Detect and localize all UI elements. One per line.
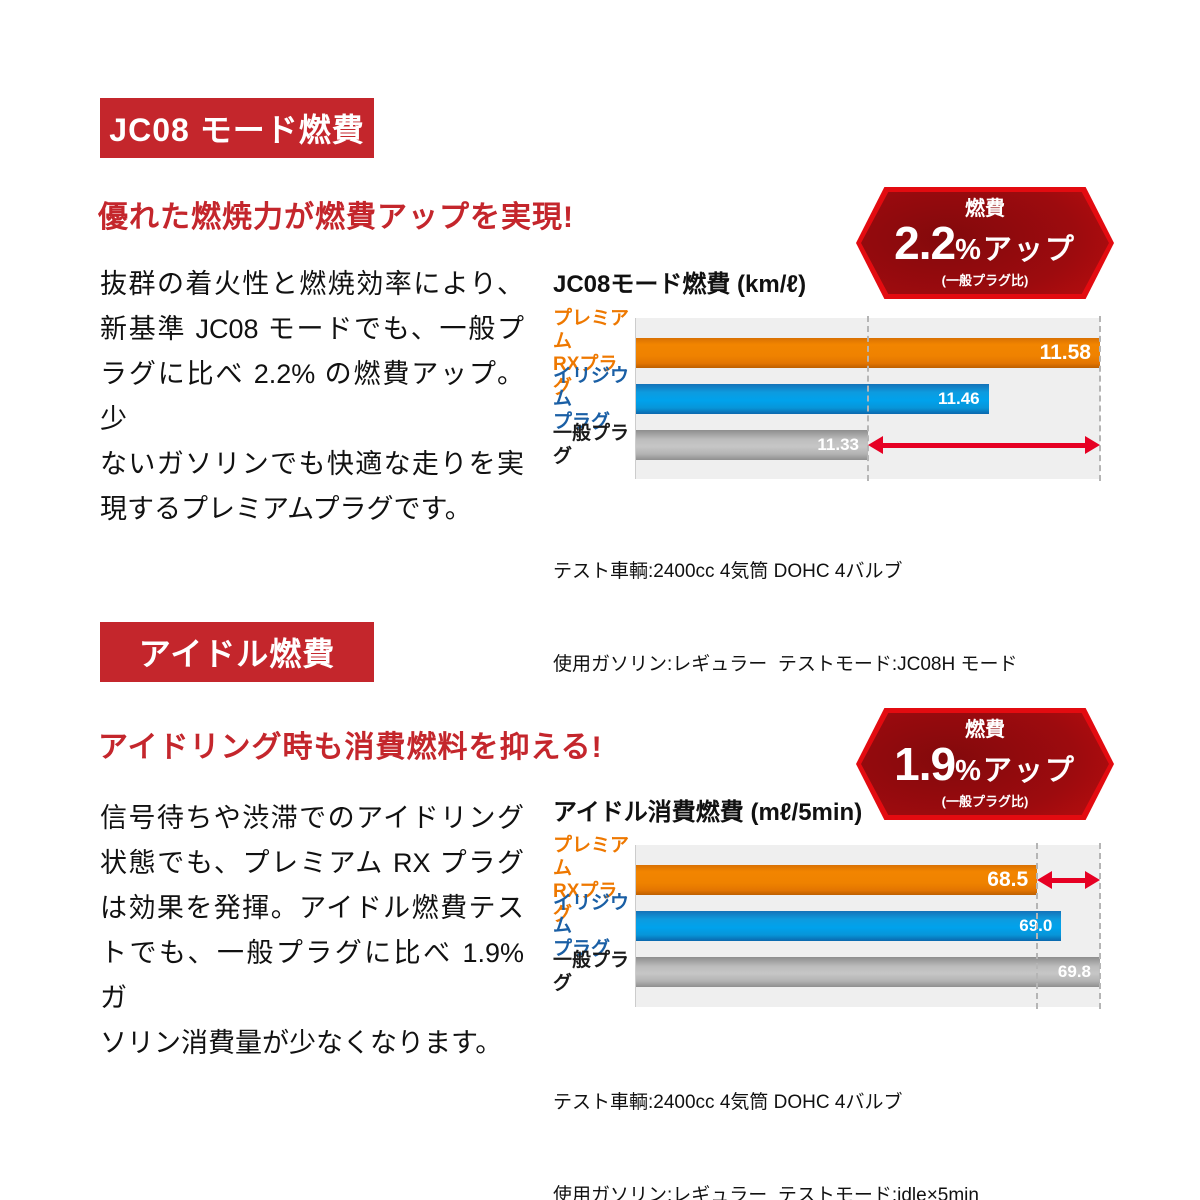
- badge-suffix: %アップ: [955, 233, 1076, 266]
- body-paragraph-jc08: 抜群の着火性と燃焼効率により、 新基準 JC08 モードでも、一般プ ラグに比べ…: [100, 262, 524, 532]
- body-line: トでも、一般プラグに比べ 1.9% ガ: [100, 938, 524, 1013]
- test-info-line: テスト車輌:2400cc 4気筒 DOHC 4バルブ: [553, 1092, 903, 1113]
- badge-suffix: %アップ: [955, 754, 1076, 787]
- diff-dashed-line: [867, 316, 869, 481]
- test-info-line: 使用ガソリン:レギュラー テストモード:JC08H モード: [553, 654, 1018, 675]
- bar-iridium: 69.0: [636, 911, 1062, 941]
- bar-standard: 69.8: [636, 957, 1100, 987]
- benefit-badge-idle: 燃費 1.9 %アップ (一般プラグ比): [856, 708, 1114, 820]
- badge-label: 燃費: [965, 197, 1005, 220]
- section-banner-label: アイドル燃費: [138, 636, 336, 672]
- bar-value: 11.33: [817, 435, 859, 454]
- body-line: 状態でも、プレミアム RX プラグ: [100, 848, 524, 878]
- body-line: ラグに比べ 2.2% の燃費アップ。少: [100, 359, 524, 434]
- jc08-fuel-economy-chart: プレミアム RXプラグ イリジウム プラグ 一般プラグ 11.58 11.46 …: [553, 308, 1102, 481]
- section-banner-idle: アイドル燃費: [100, 622, 374, 682]
- bar-value: 69.0: [1019, 916, 1053, 935]
- body-line: ソリン消費量が少なくなります。: [100, 1028, 503, 1058]
- body-line: ないガソリンでも快適な走りを実: [100, 449, 524, 479]
- section-headline-jc08: 優れた燃焼力が燃費アップを実現!: [98, 201, 574, 234]
- badge-value: 2.2: [894, 216, 956, 269]
- body-paragraph-idle: 信号待ちや渋滞でのアイドリング 状態でも、プレミアム RX プラグ は効果を発揮…: [100, 796, 524, 1066]
- badge-hexagon-fill: [861, 713, 1109, 815]
- section-banner-label: JC08 モード燃費: [109, 112, 365, 148]
- body-line: 信号待ちや渋滞でのアイドリング: [100, 803, 524, 833]
- diff-dashed-line: [1099, 316, 1101, 481]
- badge-value: 1.9: [894, 737, 956, 790]
- chart-title-idle: アイドル消費燃費 (mℓ/5min): [553, 799, 863, 826]
- badge-label: 燃費: [965, 718, 1005, 741]
- badge-hexagon-fill: [861, 192, 1109, 294]
- test-info-line: 使用ガソリン:レギュラー テストモード:idle×5min: [553, 1185, 979, 1200]
- badge-note: (一般プラグ比): [941, 272, 1029, 288]
- idle-fuel-consumption-chart: プレミアム RXプラグ イリジウム プラグ 一般プラグ 68.5 69.0 69…: [553, 835, 1102, 1009]
- body-line: 抜群の着火性と燃焼効率により、: [100, 269, 524, 299]
- category-label-standard: 一般プラグ: [553, 423, 630, 467]
- arrow-shaft: [883, 442, 1085, 448]
- diff-arrow: [868, 436, 1100, 454]
- chart-plot: 11.58 11.46 11.33: [635, 316, 1101, 481]
- category-label-iridium: イリジウム プラグ: [553, 365, 630, 433]
- benefit-badge-jc08: 燃費 2.2 %アップ (一般プラグ比): [856, 187, 1114, 299]
- test-conditions-idle: テスト車輌:2400cc 4気筒 DOHC 4バルブ 使用ガソリン:レギュラー …: [553, 1025, 979, 1200]
- diff-arrow: [1037, 871, 1100, 889]
- diff-dashed-line: [1036, 843, 1039, 1009]
- diff-dashed-line: [1099, 843, 1101, 1009]
- arrowhead-icon: [1037, 871, 1053, 889]
- body-line: 新基準 JC08 モードでも、一般プ: [100, 314, 524, 344]
- chart-title-jc08: JC08モード燃費 (km/ℓ): [553, 271, 807, 298]
- bar-value: 69.8: [1057, 962, 1091, 981]
- test-info-line: テスト車輌:2400cc 4気筒 DOHC 4バルブ: [553, 561, 903, 582]
- body-line: は効果を発揮。アイドル燃費テス: [100, 893, 524, 923]
- arrowhead-icon: [1084, 871, 1100, 889]
- test-conditions-jc08: テスト車輌:2400cc 4気筒 DOHC 4バルブ 使用ガソリン:レギュラー …: [553, 494, 1017, 742]
- section-headline-idle: アイドリング時も消費燃料を抑える!: [98, 731, 603, 764]
- bar-standard: 11.33: [636, 430, 868, 460]
- arrowhead-icon: [868, 436, 883, 454]
- section-banner-jc08: JC08 モード燃費: [100, 98, 374, 158]
- arrowhead-icon: [1085, 436, 1100, 454]
- bar-premium-rx: 68.5: [636, 865, 1038, 895]
- body-line: 現するプレミアムプラグです。: [100, 494, 472, 524]
- category-label-premium-rx: プレミアム RXプラグ: [553, 308, 630, 398]
- bar-iridium: 11.46: [636, 384, 989, 414]
- bar-value: 68.5: [987, 868, 1029, 891]
- category-label-standard: 一般プラグ: [553, 950, 630, 994]
- category-label-premium-rx: プレミアム RXプラグ: [553, 835, 630, 925]
- arrow-shaft: [1052, 877, 1085, 883]
- bar-value: 11.46: [938, 389, 980, 408]
- bar-value: 11.58: [1039, 341, 1091, 364]
- chart-plot: 68.5 69.0 69.8: [635, 843, 1101, 1009]
- badge-note: (一般プラグ比): [941, 793, 1029, 809]
- category-label-iridium: イリジウム プラグ: [553, 892, 630, 960]
